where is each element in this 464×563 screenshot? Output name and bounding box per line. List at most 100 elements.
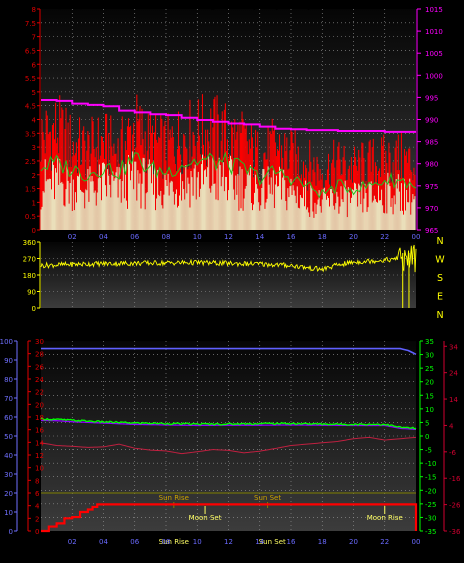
wind-x-tick-label: 16 — [287, 233, 296, 241]
dir-tick-label: 0 — [32, 305, 36, 313]
wind-x-tick-label: 10 — [193, 233, 202, 241]
wind-x-tick-label: 04 — [99, 233, 108, 241]
wind-x-tick-label: 06 — [130, 233, 139, 241]
temp-x-tick-label: 00 — [412, 538, 421, 546]
temp-tick-label: 15 — [425, 392, 434, 400]
rain-tick-label: 28 — [35, 351, 44, 359]
dew-tick-label: -36 — [449, 528, 461, 536]
temp-x-tick-label: 08 — [162, 538, 171, 546]
wind-tick-label: 8 — [32, 6, 36, 14]
graph-title: 24 hour graph day 09 January 2015 — [170, 0, 340, 11]
rain-tick-label: 22 — [35, 389, 44, 397]
dir-tick-label: 90 — [27, 289, 36, 297]
wind-x-tick-label: 18 — [318, 233, 327, 241]
wind-tick-label: 0.5 — [25, 213, 36, 221]
temp-tick-label: -35 — [425, 528, 436, 536]
compass-label: S — [437, 273, 443, 284]
baro-tick-label: 1000 — [425, 72, 443, 80]
compass-label: E — [437, 292, 443, 303]
temp-x-tick-label: 04 — [99, 538, 108, 546]
rain-tick-label: 30 — [35, 338, 44, 346]
humidity-axis-title: Humidity [%] — [66, 322, 129, 333]
baro-tick-label: 975 — [425, 183, 438, 191]
baro-tick-label: 1005 — [425, 50, 443, 58]
temp-tick-label: -10 — [425, 460, 436, 468]
wind-x-tick-label: 08 — [162, 233, 171, 241]
sun-event-label: Sun Set — [254, 494, 281, 502]
temp-tick-label: 30 — [425, 352, 434, 360]
temperature-axis-title: Temperature [°C] — [311, 322, 394, 333]
wind-tick-label: 7.5 — [25, 20, 36, 28]
sun-bottom-label: Sun Set — [259, 538, 286, 546]
wind-tick-label: 0 — [32, 227, 36, 235]
rain-tick-label: 26 — [35, 363, 44, 371]
baro-tick-label: 995 — [425, 94, 438, 102]
dew-tick-label: -26 — [449, 502, 461, 510]
temp-tick-label: 35 — [425, 338, 434, 346]
wind-x-tick-label: 22 — [380, 233, 389, 241]
compass-label: N — [436, 236, 443, 247]
wind-tick-label: 3 — [32, 144, 36, 152]
wind-tick-label: 7 — [32, 34, 36, 42]
rain-tick-label: 20 — [35, 401, 44, 409]
humidity-tick-label: 100 — [0, 338, 13, 346]
dew-tick-label: -16 — [449, 475, 461, 483]
baro-tick-label: 970 — [425, 205, 438, 213]
wind-x-tick-label: 00 — [412, 233, 421, 241]
rain-tick-label: 8 — [35, 477, 39, 485]
rain-axis-title: Rainfall [mm] — [1, 322, 65, 333]
rainfall-line — [41, 503, 418, 533]
wind-tick-label: 4 — [32, 117, 37, 125]
temp-x-tick-label: 18 — [318, 538, 327, 546]
humidity-tick-label: 20 — [4, 490, 13, 498]
humidity-tick-label: 60 — [4, 414, 13, 422]
wind-tick-label: 2 — [32, 172, 36, 180]
baro-tick-label: 980 — [425, 161, 438, 169]
temp-tick-label: 25 — [425, 365, 434, 373]
rain-tick-label: 6 — [35, 490, 40, 498]
humidity-tick-label: 90 — [4, 357, 13, 365]
dew-tick-label: 34 — [449, 343, 458, 351]
wind-tick-label: 5 — [32, 89, 36, 97]
baro-axis-title: Barometer [hpa] — [372, 0, 451, 11]
rain-tick-label: 10 — [35, 465, 44, 473]
rain-tick-label: 16 — [35, 427, 44, 435]
temp-tick-label: 10 — [425, 406, 434, 414]
indoor-temp-line — [40, 436, 417, 455]
wind-tick-label: 3.5 — [25, 130, 36, 138]
humidity-tick-label: 70 — [4, 395, 13, 403]
humidity-tick-label: 80 — [4, 376, 13, 384]
compass-label: W — [435, 255, 445, 266]
wind-x-tick-label: 02 — [68, 233, 77, 241]
wind-tick-label: 1 — [32, 199, 36, 207]
humidity-tick-label: 40 — [4, 452, 13, 460]
temp-x-tick-label: 10 — [193, 538, 202, 546]
dew-tick-label: 14 — [449, 396, 458, 404]
wind-tick-label: 6.5 — [25, 47, 36, 55]
temp-tick-label: -20 — [425, 487, 436, 495]
humidity-line — [41, 347, 417, 356]
wind-x-tick-label: 14 — [255, 233, 264, 241]
humidity-tick-label: 10 — [4, 509, 13, 517]
temp-x-tick-label: 12 — [224, 538, 233, 546]
temp-x-tick-label: 16 — [287, 538, 296, 546]
sun-event-label: Sun Rise — [159, 494, 189, 502]
compass-label: N — [436, 310, 443, 321]
wind-tick-label: 5.5 — [25, 75, 36, 83]
indoor-hum-title: Indoor hum — [119, 322, 174, 333]
baro-tick-label: 1010 — [425, 28, 443, 36]
rain-tick-label: 0 — [35, 528, 39, 536]
baro-tick-label: 985 — [425, 139, 438, 147]
temp-tick-label: 5 — [425, 419, 429, 427]
humidity-tick-label: 0 — [9, 528, 13, 536]
dew-tick-label: -6 — [449, 449, 457, 457]
temp-x-tick-label: 14 — [255, 538, 264, 546]
wind-axis-title: Windspeed [m/s] — [2, 0, 82, 11]
temp-tick-label: 0 — [425, 433, 429, 441]
temp-tick-label: -5 — [425, 447, 432, 455]
dir-tick-label: 180 — [23, 272, 36, 280]
rain-tick-label: 14 — [35, 439, 44, 447]
temp-x-tick-label: 06 — [130, 538, 139, 546]
